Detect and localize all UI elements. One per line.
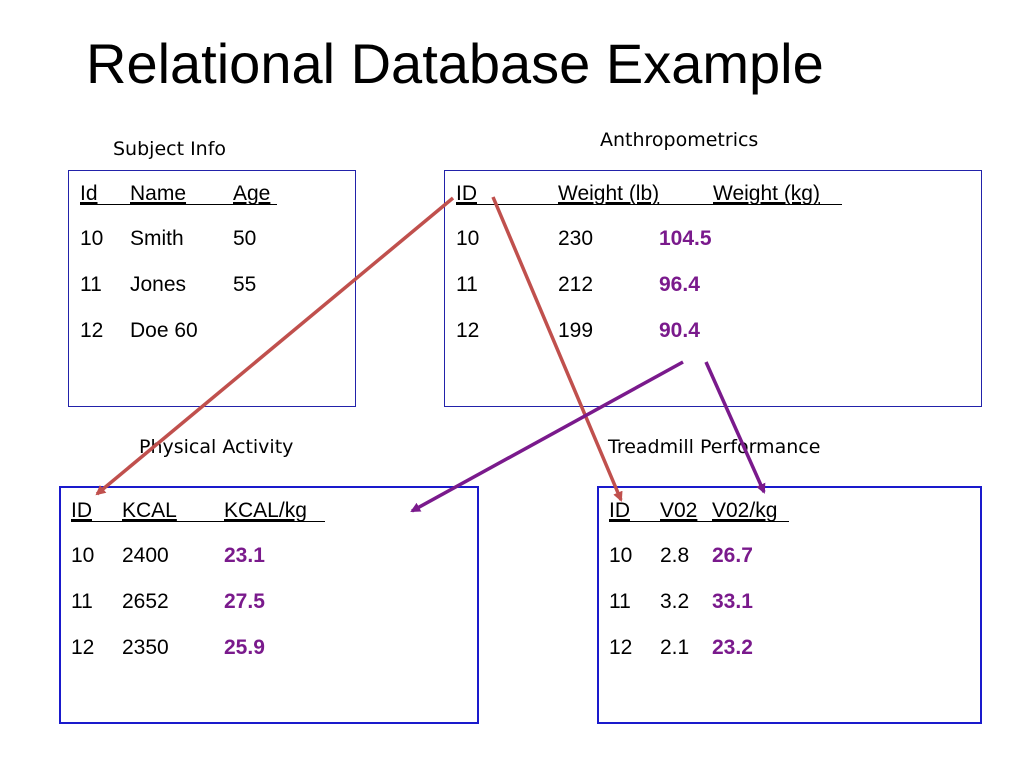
table-header-row: Id Name Age <box>69 181 355 207</box>
table-cell: 2.8 <box>660 544 690 567</box>
table-cell: 50 <box>233 227 257 250</box>
column-header: V02 <box>660 499 698 522</box>
table-cell: 12 <box>80 319 104 342</box>
caption-physical-activity: Physical Activity <box>139 436 294 458</box>
table-cell: 199 <box>558 319 594 342</box>
table-row: 11 212 96.4 <box>445 272 981 298</box>
column-header: Id <box>80 182 98 205</box>
column-header: KCAL <box>122 499 177 522</box>
table-cell: 10 <box>80 227 104 250</box>
table-cell: Jones <box>130 273 187 296</box>
caption-anthropometrics: Anthropometrics <box>600 129 759 151</box>
table-row: 12 199 90.4 <box>445 318 981 344</box>
header-underline <box>80 204 277 205</box>
table-cell-derived: 26.7 <box>712 544 753 567</box>
physical-activity-table: ID KCAL KCAL/kg 10 2400 23.1 11 2652 27.… <box>59 486 479 724</box>
table-header-row: ID Weight (lb) Weight (kg) <box>445 181 981 207</box>
table-cell: 2350 <box>122 636 169 659</box>
table-cell: 3.2 <box>660 590 690 613</box>
table-row: 11 3.2 33.1 <box>599 589 980 615</box>
table-cell: 10 <box>71 544 95 567</box>
table-cell: 11 <box>456 273 478 296</box>
table-cell: 55 <box>233 273 257 296</box>
table-cell-derived: 90.4 <box>659 319 700 342</box>
table-cell-derived: 27.5 <box>224 590 265 613</box>
id-link-arrow-to-treadmill <box>491 196 623 502</box>
table-cell: 11 <box>80 273 102 296</box>
table-cell-derived: 96.4 <box>659 273 700 296</box>
table-row: 10 Smith 50 <box>69 226 355 252</box>
caption-treadmill-performance: Treadmill Performance <box>608 436 821 458</box>
table-cell: 10 <box>609 544 633 567</box>
table-cell: 12 <box>71 636 95 659</box>
table-cell-derived: 33.1 <box>712 590 753 613</box>
column-header: Name <box>130 182 187 205</box>
weight-link-arrow-to-physical-activity <box>410 360 684 513</box>
table-cell: 230 <box>558 227 594 250</box>
table-cell-derived: 104.5 <box>659 227 712 250</box>
column-header: V02/kg <box>712 499 778 522</box>
header-underline <box>609 521 789 522</box>
anthropometrics-table: ID Weight (lb) Weight (kg) 10 230 104.5 … <box>444 170 982 407</box>
table-row: 10 2400 23.1 <box>61 543 477 569</box>
table-cell-derived: 25.9 <box>224 636 265 659</box>
table-row: 12 Doe 60 <box>69 318 355 344</box>
slide-title: Relational Database Example <box>86 32 824 95</box>
table-row: 11 Jones 55 <box>69 272 355 298</box>
table-cell: 212 <box>558 273 594 296</box>
column-header: KCAL/kg <box>224 499 307 522</box>
table-cell-derived: 23.2 <box>712 636 753 659</box>
table-cell: 11 <box>71 590 93 613</box>
column-header: Weight (lb) <box>558 182 660 205</box>
table-row: 12 2.1 23.2 <box>599 635 980 661</box>
table-cell: 11 <box>609 590 631 613</box>
table-cell: 2.1 <box>660 636 690 659</box>
table-cell: 10 <box>456 227 480 250</box>
table-cell: 2400 <box>122 544 169 567</box>
header-underline <box>456 204 842 205</box>
table-cell-derived: 23.1 <box>224 544 265 567</box>
treadmill-performance-table: ID V02 V02/kg 10 2.8 26.7 11 3.2 33.1 12… <box>597 486 982 724</box>
weight-link-arrow-to-treadmill <box>704 361 766 494</box>
table-cell: 2652 <box>122 590 169 613</box>
column-header: ID <box>71 499 92 522</box>
table-header-row: ID V02 V02/kg <box>599 498 980 524</box>
table-row: 11 2652 27.5 <box>61 589 477 615</box>
column-header: ID <box>609 499 630 522</box>
table-cell: Smith <box>130 227 184 250</box>
id-link-arrow-to-physical-activity <box>95 196 455 496</box>
column-header: ID <box>456 182 477 205</box>
table-row: 12 2350 25.9 <box>61 635 477 661</box>
table-cell: 12 <box>456 319 480 342</box>
caption-subject-info: Subject Info <box>113 138 227 160</box>
table-row: 10 2.8 26.7 <box>599 543 980 569</box>
table-cell: 12 <box>609 636 633 659</box>
table-header-row: ID KCAL KCAL/kg <box>61 498 477 524</box>
column-header: Weight (kg) <box>713 182 820 205</box>
column-header: Age <box>233 182 271 205</box>
table-cell: Doe 60 <box>130 319 198 342</box>
subject-info-table: Id Name Age 10 Smith 50 11 Jones 55 12 D… <box>68 170 356 407</box>
table-row: 10 230 104.5 <box>445 226 981 252</box>
header-underline <box>71 521 325 522</box>
